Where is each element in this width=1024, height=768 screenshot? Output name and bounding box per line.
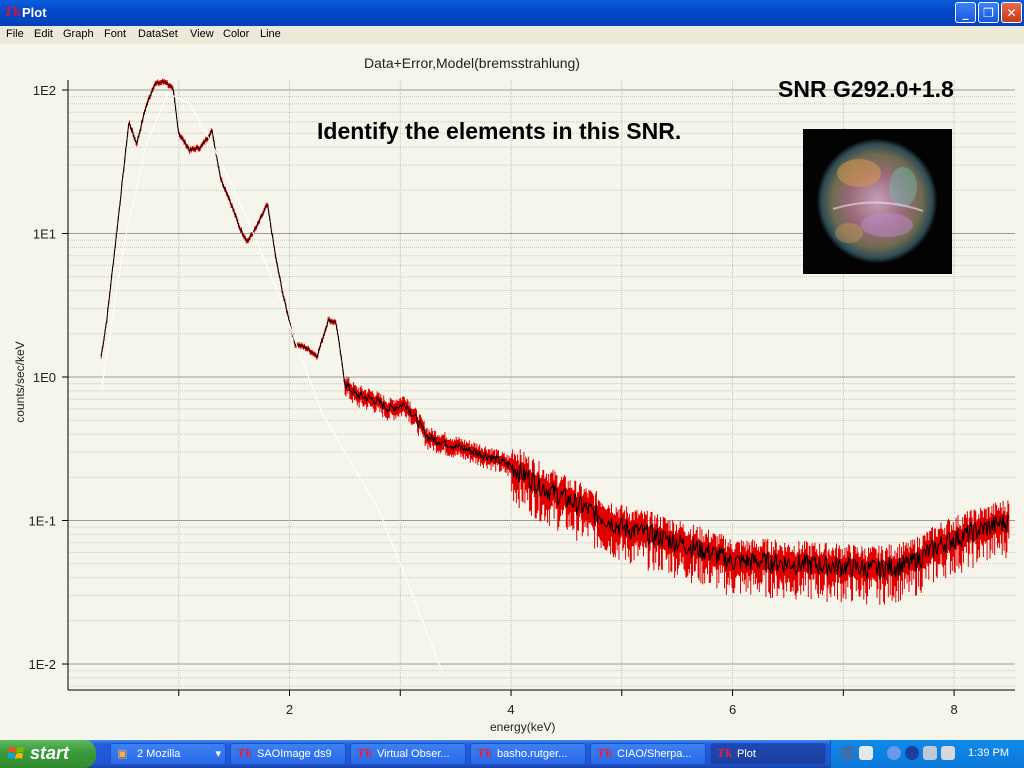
menu-graph[interactable]: Graph [63, 28, 94, 40]
y-tick-label: 1E2 [33, 83, 56, 98]
monitor-icon[interactable] [859, 746, 873, 760]
task-virtual-observatory[interactable]: Tk Virtual Obser... [350, 743, 466, 765]
window-titlebar[interactable]: Tk Plot _ ❐ ✕ [0, 0, 1024, 26]
plot-series [100, 78, 1010, 673]
menu-color[interactable]: Color [223, 28, 250, 40]
data-line [100, 80, 1010, 581]
task-plot[interactable]: Tk Plot [710, 743, 826, 765]
task-ds9[interactable]: Tk SAOImage ds9 [230, 743, 346, 765]
minimize-button[interactable]: _ [955, 2, 976, 23]
tk-feather-icon: Tk [597, 747, 613, 760]
menu-view[interactable]: View [190, 28, 214, 40]
y-axis-label: counts/sec/keV [13, 341, 27, 423]
menu-font[interactable]: Font [104, 28, 127, 40]
snr-xray-image [803, 129, 952, 274]
task-mozilla[interactable]: ▣ 2 Mozilla ▾ [110, 743, 226, 765]
windows-logo-icon [8, 747, 24, 759]
taskbar: start ▣ 2 Mozilla ▾ Tk SAOImage ds9 Tk Virtu… [0, 740, 1024, 768]
mozilla-icon: ▣ [117, 747, 128, 760]
menu-dataset[interactable]: DataSet [138, 28, 178, 40]
task-basho[interactable]: Tk basho.rutger... [470, 743, 586, 765]
y-tick-label: 1E1 [33, 227, 56, 242]
menu-edit[interactable]: Edit [34, 28, 53, 40]
window-title: Plot [22, 5, 47, 20]
back-arrow-icon[interactable] [887, 746, 901, 760]
tk-feather-icon: Tk [237, 747, 253, 760]
tk-feather-icon: Tk [717, 747, 733, 760]
x-axis-label: energy(keV) [490, 720, 556, 734]
chevron-down-icon: ▾ [215, 748, 221, 760]
snr-name-label: SNR G292.0+1.8 [778, 76, 954, 102]
security-icon[interactable] [941, 746, 955, 760]
x-tick-label: 2 [286, 702, 293, 717]
system-tray: 1:39 PM [830, 740, 1024, 768]
spectrum-chart: 2 4 6 8 1E2 1E1 1E0 1E-1 1E-2 [29, 78, 1015, 717]
task-ciao-sherpa[interactable]: Tk CIAO/Sherpa... [590, 743, 706, 765]
model-line [100, 92, 443, 673]
audio-icon[interactable] [905, 746, 919, 760]
plot-axes: 2 4 6 8 1E2 1E1 1E0 1E-1 1E-2 [29, 80, 1015, 717]
pen-icon[interactable] [841, 746, 855, 760]
menu-file[interactable]: File [6, 28, 24, 40]
menu-line[interactable]: Line [260, 28, 281, 40]
y-tick-label: 1E-2 [29, 657, 56, 672]
tk-feather-icon: Tk [477, 747, 493, 760]
plot-title: Data+Error,Model(bremsstrahlung) [364, 55, 580, 71]
network-icon[interactable] [923, 746, 937, 760]
start-label: start [30, 743, 70, 763]
question-label: Identify the elements in this SNR. [317, 118, 682, 144]
clock[interactable]: 1:39 PM [968, 747, 1009, 759]
x-tick-label: 8 [950, 702, 957, 717]
tk-feather-icon: Tk [357, 747, 373, 760]
tk-feather-icon: Tk [4, 5, 22, 19]
start-button[interactable]: start [0, 740, 96, 768]
maximize-button[interactable]: ❐ [978, 2, 999, 23]
x-tick-label: 4 [507, 702, 514, 717]
y-tick-label: 1E-1 [29, 514, 56, 529]
y-tick-label: 1E0 [33, 370, 56, 385]
close-button[interactable]: ✕ [1001, 2, 1022, 23]
x-tick-label: 6 [729, 702, 736, 717]
